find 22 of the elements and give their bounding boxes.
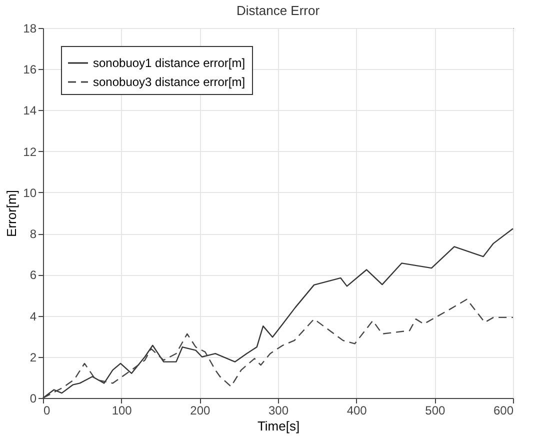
x-tick-label: 300 bbox=[268, 404, 289, 418]
y-tick-label: 16 bbox=[23, 62, 37, 77]
legend-label: sonobuoy1 distance error[m] bbox=[93, 56, 246, 70]
x-axis-title: Time[s] bbox=[257, 418, 300, 434]
x-tick-label: 600 bbox=[493, 404, 514, 418]
legend-label: sonobuoy3 distance error[m] bbox=[93, 75, 246, 89]
x-tick-label: 500 bbox=[425, 404, 446, 418]
x-tick-label: 400 bbox=[346, 404, 368, 418]
x-tick-label: 100 bbox=[112, 404, 132, 418]
y-tick-label: 10 bbox=[23, 186, 37, 200]
y-tick-label: 14 bbox=[23, 104, 37, 118]
y-tick-label: 8 bbox=[30, 227, 37, 242]
y-tick-label: 4 bbox=[30, 309, 37, 324]
chart-title: Distance Error bbox=[236, 3, 320, 18]
x-tick-label: 0 bbox=[44, 404, 50, 418]
y-tick-label: 2 bbox=[30, 350, 37, 364]
y-axis-title: Error[m] bbox=[4, 190, 20, 237]
y-tick-label: 6 bbox=[30, 268, 37, 282]
x-tick-label: 200 bbox=[190, 404, 210, 418]
y-tick-label: 18 bbox=[23, 22, 37, 36]
y-tick-label: 0 bbox=[30, 392, 37, 406]
y-tick-label: 12 bbox=[23, 144, 37, 159]
